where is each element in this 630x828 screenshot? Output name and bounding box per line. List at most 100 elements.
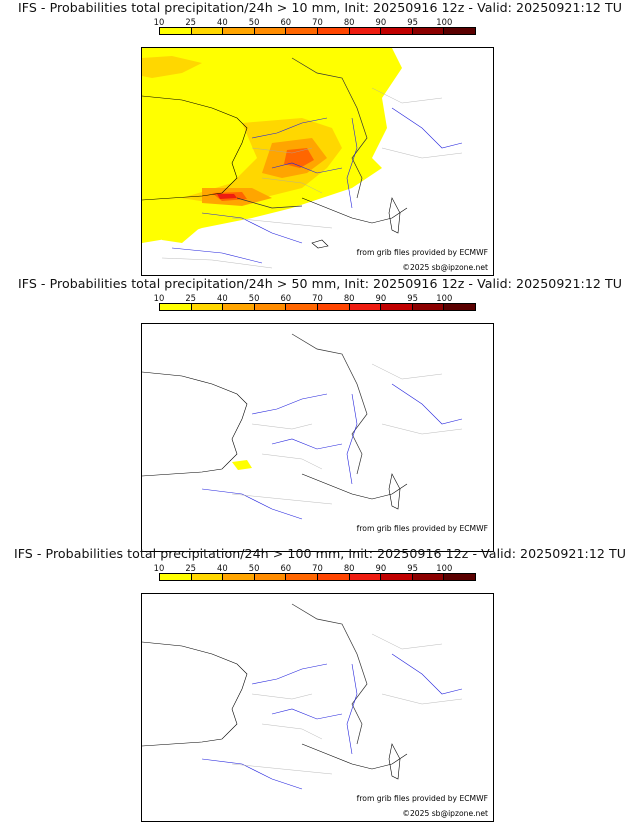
rivers xyxy=(201,653,463,790)
map-graphic xyxy=(142,48,463,269)
colorbar-segment xyxy=(412,304,445,310)
colorbar-tick-label: 40 xyxy=(217,293,228,303)
colorbar-segment xyxy=(191,304,224,310)
colorbar-segment xyxy=(254,574,287,580)
colorbar-tick-label: 10 xyxy=(153,563,165,573)
colorbar-segment xyxy=(286,28,318,34)
colorbar-segment xyxy=(349,574,382,580)
colorbar-tick-labels: 10 25 40 50 60 70 80 90 95 100 xyxy=(142,563,492,573)
national-borders xyxy=(291,333,368,475)
colorbar-segment xyxy=(349,304,382,310)
colorbar-tick-label: 70 xyxy=(312,563,323,573)
panel-title: IFS - Probabilities total precipitation/… xyxy=(17,0,623,15)
colorbar-tick-labels: 10 25 40 50 60 70 80 90 95 100 xyxy=(142,17,492,27)
colorbar-tick-label: 80 xyxy=(343,563,355,573)
coastlines xyxy=(142,641,408,780)
map-panel-100mm: IFS - Probabilities total precipitation/… xyxy=(0,546,630,822)
colorbar-segment xyxy=(444,574,475,580)
colorbar-tick-label: 10 xyxy=(153,17,165,27)
colorbar-segment xyxy=(349,28,382,34)
colorbar-segment xyxy=(381,304,413,310)
admin-borders xyxy=(161,87,463,269)
precipitation-map: from grib files provided by ECMWF ©2025 … xyxy=(141,47,494,276)
colorbar-tick-label: 95 xyxy=(407,563,418,573)
colorbar-tick-label: 40 xyxy=(217,563,228,573)
panel-title: IFS - Probabilities total precipitation/… xyxy=(17,276,623,291)
copyright-credit: ©2025 sb@ipzone.net xyxy=(402,263,488,272)
shade-yellow xyxy=(232,460,252,470)
precip-shading xyxy=(142,48,402,243)
colorbar-tick-labels: 10 25 40 50 60 70 80 90 95 100 xyxy=(142,293,492,303)
colorbar-tick-label: 80 xyxy=(343,17,355,27)
colorbar-segment xyxy=(223,28,255,34)
colorbar-segment xyxy=(317,304,350,310)
colorbar-tick-label: 25 xyxy=(185,293,197,303)
colorbar xyxy=(159,303,476,311)
colorbar-segment xyxy=(160,28,192,34)
national-borders xyxy=(291,603,368,745)
colorbar-segment xyxy=(381,28,413,34)
rivers xyxy=(171,107,463,264)
source-credit: from grib files provided by ECMWF xyxy=(356,794,488,803)
precipitation-map: from grib files provided by ECMWF xyxy=(141,323,494,552)
colorbar-segment xyxy=(317,574,350,580)
map-panel-10mm: IFS - Probabilities total precipitation/… xyxy=(0,0,630,276)
map-graphic xyxy=(142,333,463,520)
national-borders xyxy=(236,57,368,209)
colorbar-segment xyxy=(412,574,445,580)
colorbar-segment xyxy=(381,574,413,580)
colorbar-tick-label: 50 xyxy=(248,293,260,303)
colorbar-segment xyxy=(223,304,255,310)
source-credit: from grib files provided by ECMWF xyxy=(356,524,488,533)
colorbar-tick-label: 95 xyxy=(407,17,418,27)
colorbar-tick-label: 100 xyxy=(436,293,453,303)
source-credit: from grib files provided by ECMWF xyxy=(356,248,488,257)
colorbar-tick-label: 50 xyxy=(248,17,260,27)
colorbar-segment xyxy=(444,28,475,34)
colorbar-segment xyxy=(317,28,350,34)
colorbar-tick-label: 80 xyxy=(343,293,355,303)
colorbar-segment xyxy=(286,574,318,580)
colorbar-tick-label: 95 xyxy=(407,293,418,303)
colorbar-tick-label: 60 xyxy=(280,563,292,573)
colorbar-tick-label: 70 xyxy=(312,17,323,27)
colorbar-segment xyxy=(254,304,287,310)
shade-dark-orange xyxy=(212,148,314,201)
panel-title: IFS - Probabilities total precipitation/… xyxy=(13,546,627,561)
colorbar-tick-label: 90 xyxy=(375,17,387,27)
precip-shading xyxy=(232,460,252,470)
colorbar-tick-label: 25 xyxy=(185,17,197,27)
colorbar-segment xyxy=(254,28,287,34)
map-graphic xyxy=(142,603,463,790)
colorbar-tick-label: 90 xyxy=(375,563,387,573)
precipitation-map: from grib files provided by ECMWF ©2025 … xyxy=(141,593,494,822)
colorbar-segment xyxy=(160,574,192,580)
colorbar-segment xyxy=(286,304,318,310)
colorbar-segment xyxy=(160,304,192,310)
admin-borders xyxy=(231,633,463,775)
colorbar-tick-label: 40 xyxy=(217,17,228,27)
colorbar-tick-label: 25 xyxy=(185,563,197,573)
colorbar-tick-label: 60 xyxy=(280,293,292,303)
colorbar-tick-label: 70 xyxy=(312,293,323,303)
shade-yellow-south xyxy=(162,226,202,243)
map-panel-50mm: IFS - Probabilities total precipitation/… xyxy=(0,276,630,552)
colorbar xyxy=(159,27,476,35)
colorbar-segment xyxy=(191,28,224,34)
coastlines xyxy=(142,371,408,510)
colorbar-segment xyxy=(191,574,224,580)
colorbar-tick-label: 100 xyxy=(436,17,453,27)
colorbar-tick-label: 50 xyxy=(248,563,260,573)
colorbar-tick-label: 60 xyxy=(280,17,292,27)
colorbar-tick-label: 90 xyxy=(375,293,387,303)
admin-borders xyxy=(231,363,463,505)
colorbar-tick-label: 100 xyxy=(436,563,453,573)
rivers xyxy=(201,383,463,520)
colorbar-tick-label: 10 xyxy=(153,293,165,303)
colorbar-segment xyxy=(223,574,255,580)
colorbar xyxy=(159,573,476,581)
colorbar-segment xyxy=(412,28,445,34)
coastlines xyxy=(142,95,408,249)
colorbar-segment xyxy=(444,304,475,310)
shade-red xyxy=(217,194,237,199)
